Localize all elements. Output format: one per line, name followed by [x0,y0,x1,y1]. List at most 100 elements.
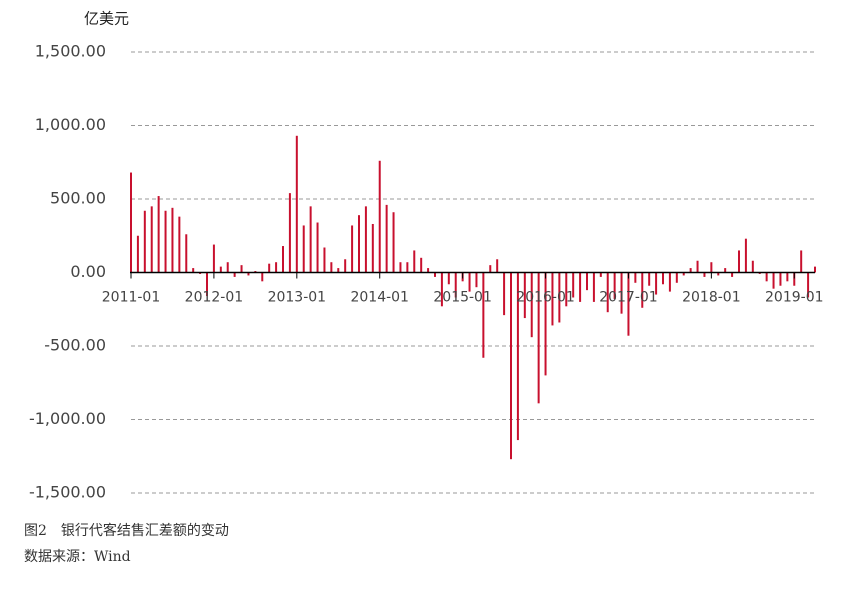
bar [351,225,354,273]
x-tick-label: 2016-01 [516,290,575,306]
bar [565,272,568,307]
bar [592,272,595,302]
bar [482,272,485,358]
bar [302,225,305,273]
bar [143,210,146,273]
bar [779,272,782,286]
bar [378,160,381,273]
x-tick-label: 2017-01 [599,290,658,306]
bar [613,272,616,299]
bar [516,272,519,441]
bar [337,268,340,273]
bar [793,272,796,286]
bar [744,238,747,273]
bar [282,246,284,273]
bar [371,223,374,273]
y-axis-unit: 亿美元 [84,10,129,28]
bar [751,260,754,273]
source: 数据来源：Wind [24,549,131,565]
bar [454,272,457,298]
bar [261,272,264,282]
bar [219,266,222,273]
x-tick-label: 2018-01 [682,290,741,306]
bar [268,263,271,273]
bar [275,262,278,273]
bar [586,272,588,291]
bar [212,244,215,273]
bar [530,272,533,338]
bar [627,272,630,336]
bar [427,268,430,273]
bar [440,272,443,307]
bar [648,272,651,286]
bar [696,260,699,273]
bar [675,272,678,283]
bar [503,272,506,316]
y-tick-label: 1,500.00 [35,42,106,61]
bar [544,272,547,376]
bar [399,262,402,273]
bar [226,262,229,273]
bar [510,272,512,460]
bar [206,272,208,297]
bar [807,272,810,298]
bar [385,204,388,273]
bar [668,272,671,292]
caption: 图2 银行代客结售汇差额的变动 [24,522,229,539]
x-tick-label: 2012-01 [185,290,244,306]
bar [309,206,312,273]
y-tick-label: -500.00 [44,336,106,355]
bar [316,222,319,273]
bar [164,210,167,273]
bar [572,272,575,298]
bar [814,266,816,273]
bar [606,272,609,313]
bar [150,206,153,273]
bar [772,272,775,289]
bar [786,272,789,282]
bar [358,215,360,273]
bar [599,272,602,277]
bar [475,272,478,288]
bar [558,272,561,323]
x-tick-label: 2013-01 [268,290,327,306]
bar [641,272,644,308]
bar [392,212,395,273]
bar [420,257,423,273]
bar [765,272,768,282]
bar [130,172,132,273]
y-tick-label: -1,500.00 [29,483,106,502]
bar [662,272,664,285]
bar [620,272,623,314]
bar [185,234,188,273]
bar [523,272,526,319]
bar [710,262,713,273]
bar [330,262,333,273]
x-tick-label: 2011-01 [102,290,161,306]
bar [579,272,582,302]
bar [364,206,367,273]
bar [447,272,450,285]
bar [724,268,727,273]
bar [682,272,685,276]
bar [344,259,347,273]
bar [288,193,291,273]
bar [489,265,492,273]
bar [634,272,637,283]
bar [233,272,236,277]
bar [689,268,692,273]
bar [655,272,658,295]
bar [413,250,416,273]
bar [171,207,174,273]
bar [703,272,706,277]
bar [157,196,160,273]
bar [434,272,436,277]
bar [731,272,734,277]
bar [247,272,250,276]
y-tick-label: 1,000.00 [35,115,106,134]
bar [800,250,803,273]
bar [551,272,554,326]
x-tick-label: 2019-01 [765,290,824,306]
bar [136,235,139,273]
bar [738,250,740,273]
